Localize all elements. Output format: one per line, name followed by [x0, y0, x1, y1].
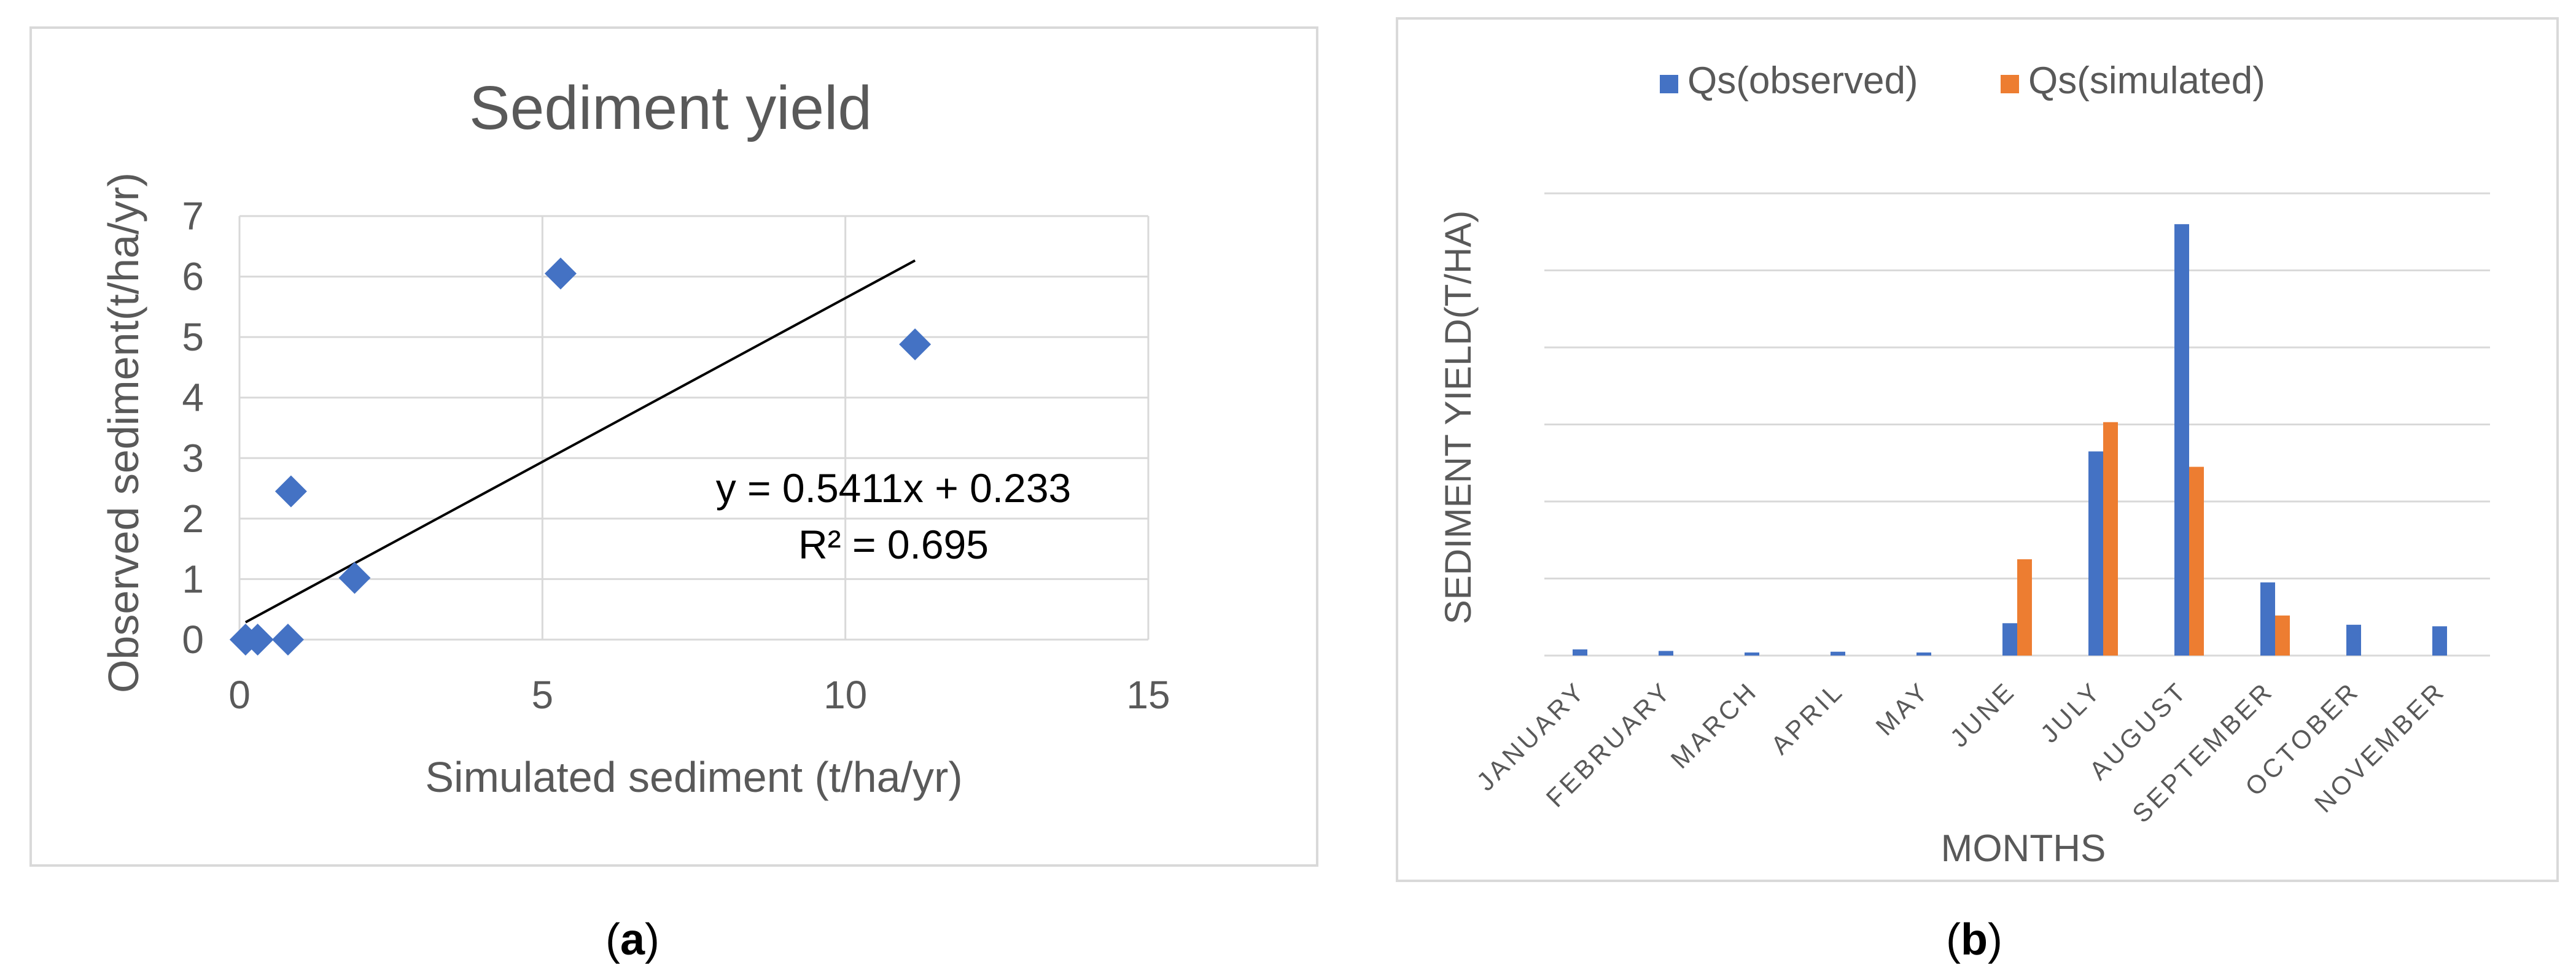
legend-swatch-simulated — [2001, 75, 2019, 93]
panel-b-bars — [1573, 224, 2447, 656]
trendline — [244, 259, 916, 624]
y-tick-label-3: 3 — [182, 436, 204, 480]
panel-a-x-tick-labels: 0 5 10 15 — [228, 673, 1170, 717]
panel-b-y-axis-label: SEDIMENT YIELD(T/HA) — [1438, 211, 1479, 625]
panel-b: Qs(observed) Qs(simulated) JANUARYFEBRUA… — [1396, 17, 2559, 964]
bar-simulated-september — [2275, 615, 2290, 656]
x-tick-label-10: 10 — [823, 673, 867, 717]
x-tick-label-0: 0 — [228, 673, 251, 717]
bar-simulated-july — [2103, 422, 2118, 656]
panel-a-gridlines — [238, 215, 1150, 641]
bar-observed-august — [2174, 224, 2189, 656]
panel-a-r2-label: R² = 0.695 — [798, 522, 989, 567]
legend-label-observed: Qs(observed) — [1687, 60, 1918, 102]
bar-observed-november — [2432, 626, 2447, 656]
bar-observed-march — [1745, 652, 1759, 656]
y-tick-label-1: 1 — [182, 557, 204, 601]
legend-swatch-observed — [1660, 75, 1678, 93]
legend-label-simulated: Qs(simulated) — [2028, 60, 2265, 102]
panel-a-y-axis-label: Observed sediment(t/ha/yr) — [99, 172, 147, 693]
y-tick-label-7: 7 — [182, 194, 204, 238]
y-tick-label-6: 6 — [182, 255, 204, 299]
panel-b-caption-letter: b — [1961, 915, 1988, 964]
bar-observed-may — [1916, 652, 1931, 656]
x-tick-label-5: 5 — [532, 673, 554, 717]
panel-a-x-axis-label: Simulated sediment (t/ha/yr) — [425, 753, 962, 801]
x-tick-label-15: 15 — [1126, 673, 1170, 717]
bar-simulated-august — [2189, 467, 2204, 656]
panel-a: Sediment yield 0 5 10 15 0 1 2 3 4 5 6 7 y = 0.541… — [29, 26, 1318, 964]
panel-b-gridlines — [1544, 192, 2490, 657]
bar-observed-october — [2346, 624, 2361, 656]
bar-observed-september — [2260, 582, 2275, 656]
scatter-point-1 — [241, 624, 274, 656]
bar-observed-february — [1659, 651, 1673, 656]
scatter-point-6 — [899, 328, 932, 360]
panel-a-y-tick-labels: 0 1 2 3 4 5 6 7 — [182, 194, 204, 662]
y-tick-label-4: 4 — [182, 376, 204, 420]
panel-a-equation-label: y = 0.5411x + 0.233 — [716, 465, 1072, 511]
panel-a-border — [29, 26, 1318, 867]
scatter-point-5 — [544, 257, 577, 290]
bar-observed-july — [2088, 451, 2103, 656]
panel-b-legend: Qs(observed) Qs(simulated) — [1660, 60, 2265, 102]
bar-simulated-june — [2017, 559, 2032, 656]
bar-observed-april — [1831, 651, 1845, 656]
panel-a-trendline-group — [244, 259, 916, 624]
bar-observed-june — [2002, 623, 2017, 656]
scatter-point-4 — [338, 562, 371, 594]
panel-a-caption: (a) — [605, 915, 660, 964]
panel-b-caption: (b) — [1946, 915, 2002, 964]
panel-a-points — [229, 257, 932, 656]
panel-a-caption-letter: a — [620, 915, 645, 964]
scatter-point-2 — [271, 624, 304, 656]
bar-observed-january — [1573, 649, 1587, 656]
scatter-point-3 — [274, 475, 307, 508]
panel-b-x-axis-label: MONTHS — [1941, 827, 2106, 870]
y-tick-label-0: 0 — [182, 618, 204, 662]
y-tick-label-2: 2 — [182, 497, 204, 541]
panel-a-title: Sediment yield — [469, 74, 872, 142]
panel-b-border — [1396, 17, 2559, 882]
y-tick-label-5: 5 — [182, 315, 204, 359]
